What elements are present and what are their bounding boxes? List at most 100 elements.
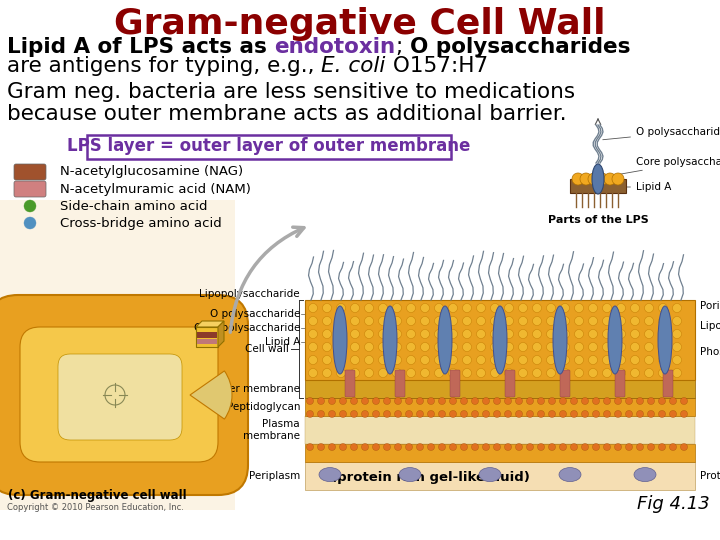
Circle shape xyxy=(434,329,444,339)
Circle shape xyxy=(603,316,611,326)
Circle shape xyxy=(582,410,588,417)
Circle shape xyxy=(395,443,402,450)
Circle shape xyxy=(631,355,639,364)
Circle shape xyxy=(361,443,369,450)
Circle shape xyxy=(588,316,598,326)
Circle shape xyxy=(379,342,387,352)
Circle shape xyxy=(603,342,611,352)
Text: Phospholipid: Phospholipid xyxy=(700,347,720,357)
Circle shape xyxy=(588,368,598,377)
Circle shape xyxy=(449,329,457,339)
Circle shape xyxy=(493,410,500,417)
Circle shape xyxy=(420,316,430,326)
Circle shape xyxy=(538,397,544,404)
Circle shape xyxy=(364,368,374,377)
Circle shape xyxy=(659,316,667,326)
Circle shape xyxy=(392,303,402,313)
Circle shape xyxy=(336,329,346,339)
Circle shape xyxy=(546,368,556,377)
Circle shape xyxy=(361,397,369,404)
Circle shape xyxy=(323,368,331,377)
Circle shape xyxy=(516,397,523,404)
Circle shape xyxy=(336,342,346,352)
Text: (protein rich gel-like fluid): (protein rich gel-like fluid) xyxy=(330,471,529,484)
Text: because outer membrane acts as additional barrier.: because outer membrane acts as additiona… xyxy=(7,104,567,124)
Circle shape xyxy=(588,303,598,313)
FancyArrowPatch shape xyxy=(230,227,304,332)
Ellipse shape xyxy=(333,306,347,374)
Ellipse shape xyxy=(658,306,672,374)
FancyBboxPatch shape xyxy=(197,339,217,344)
Circle shape xyxy=(546,303,556,313)
Circle shape xyxy=(307,443,313,450)
FancyBboxPatch shape xyxy=(305,380,695,398)
Text: Gram neg. bacteria are less sensitive to medications: Gram neg. bacteria are less sensitive to… xyxy=(7,82,575,102)
Circle shape xyxy=(449,368,457,377)
Circle shape xyxy=(490,316,500,326)
Circle shape xyxy=(636,443,644,450)
Circle shape xyxy=(438,443,446,450)
Ellipse shape xyxy=(479,468,501,482)
Circle shape xyxy=(449,316,457,326)
Text: Lipopolysaccharide: Lipopolysaccharide xyxy=(199,289,300,299)
Circle shape xyxy=(307,410,313,417)
FancyBboxPatch shape xyxy=(14,181,46,197)
Circle shape xyxy=(546,342,556,352)
Circle shape xyxy=(533,329,541,339)
Circle shape xyxy=(392,316,402,326)
Circle shape xyxy=(582,397,588,404)
Circle shape xyxy=(493,443,500,450)
Circle shape xyxy=(364,355,374,364)
Circle shape xyxy=(434,342,444,352)
Circle shape xyxy=(518,303,528,313)
Circle shape xyxy=(308,368,318,377)
FancyBboxPatch shape xyxy=(305,416,695,444)
Circle shape xyxy=(593,443,600,450)
Circle shape xyxy=(572,173,584,185)
Circle shape xyxy=(505,397,511,404)
Circle shape xyxy=(477,355,485,364)
FancyBboxPatch shape xyxy=(58,354,182,440)
Circle shape xyxy=(636,410,644,417)
Circle shape xyxy=(505,342,513,352)
Circle shape xyxy=(384,410,390,417)
FancyBboxPatch shape xyxy=(197,332,217,338)
Circle shape xyxy=(672,368,682,377)
Circle shape xyxy=(560,329,570,339)
Circle shape xyxy=(672,316,682,326)
Text: Cell wall: Cell wall xyxy=(245,344,289,354)
Circle shape xyxy=(533,368,541,377)
Circle shape xyxy=(449,303,457,313)
Circle shape xyxy=(318,397,325,404)
Circle shape xyxy=(588,329,598,339)
Circle shape xyxy=(434,368,444,377)
Circle shape xyxy=(603,355,611,364)
Circle shape xyxy=(372,410,379,417)
Ellipse shape xyxy=(559,468,581,482)
Circle shape xyxy=(340,443,346,450)
Circle shape xyxy=(449,355,457,364)
Circle shape xyxy=(351,342,359,352)
Text: O157:H7: O157:H7 xyxy=(386,56,488,76)
Circle shape xyxy=(670,397,677,404)
Circle shape xyxy=(462,355,472,364)
Ellipse shape xyxy=(493,306,507,374)
Circle shape xyxy=(462,303,472,313)
Circle shape xyxy=(308,303,318,313)
Circle shape xyxy=(361,410,369,417)
Text: Periplasm: Periplasm xyxy=(248,471,300,481)
Circle shape xyxy=(477,303,485,313)
Text: Side-chain amino acid: Side-chain amino acid xyxy=(60,199,207,213)
Circle shape xyxy=(434,303,444,313)
Circle shape xyxy=(631,316,639,326)
Circle shape xyxy=(670,443,677,450)
FancyBboxPatch shape xyxy=(305,444,695,462)
Circle shape xyxy=(518,355,528,364)
Circle shape xyxy=(505,355,513,364)
Circle shape xyxy=(526,443,534,450)
Circle shape xyxy=(372,443,379,450)
Circle shape xyxy=(659,443,665,450)
Circle shape xyxy=(549,397,556,404)
Circle shape xyxy=(518,329,528,339)
Circle shape xyxy=(659,303,667,313)
